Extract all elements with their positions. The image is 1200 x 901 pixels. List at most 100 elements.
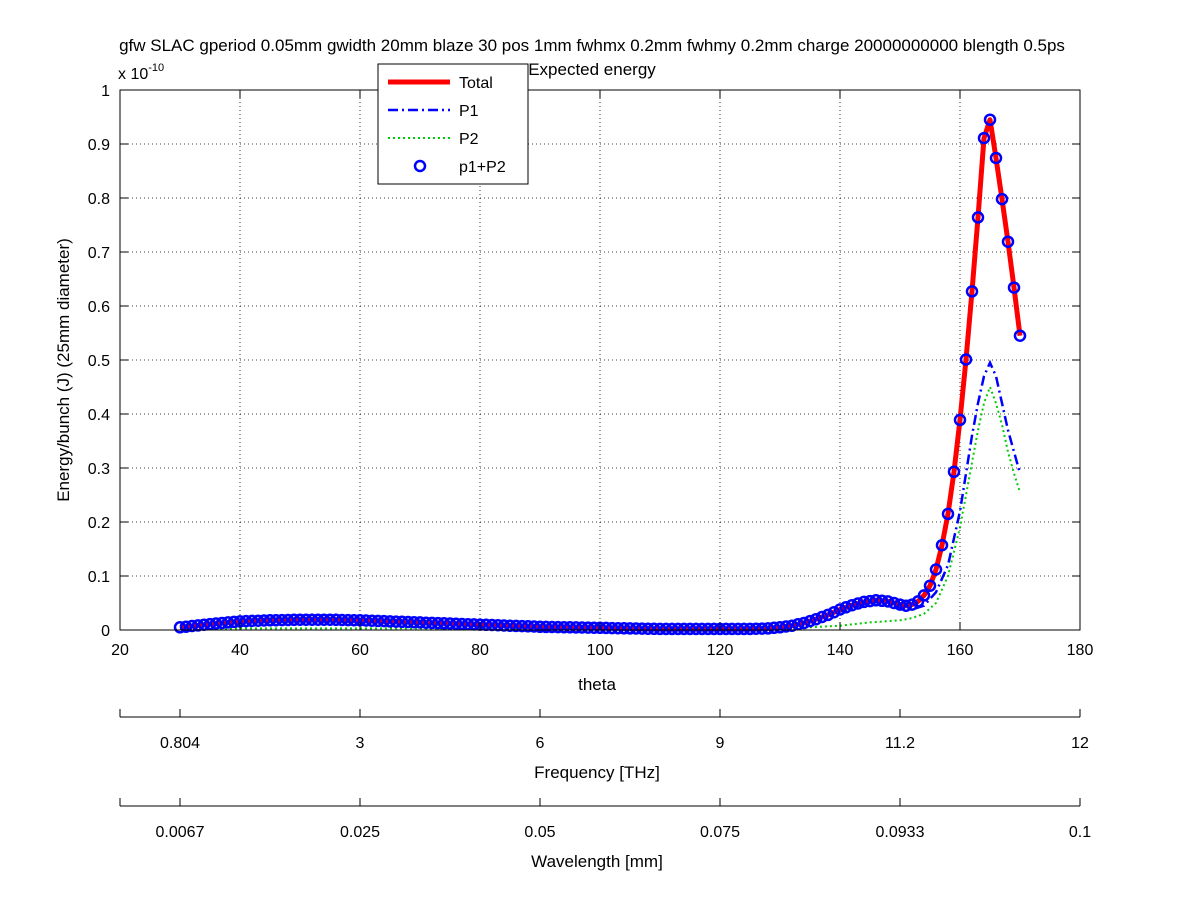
series-marker-p1p2 <box>683 622 697 636</box>
secondary-axis-tick-label: 0.0933 <box>876 824 925 841</box>
legend-label-p2: P2 <box>459 131 479 148</box>
series-marker-p1p2 <box>377 614 391 628</box>
series-marker-p1p2 <box>623 622 637 635</box>
series-marker-p1p2 <box>557 620 571 634</box>
chart-title-line2: Expected energy <box>528 60 656 79</box>
series-marker-p1p2 <box>809 612 823 626</box>
series-marker-p1p2 <box>773 621 787 634</box>
series-marker-p1p2 <box>467 618 481 631</box>
series-marker-p1p2 <box>611 621 625 635</box>
series-layer <box>173 113 1027 636</box>
series-marker-p1p2 <box>521 620 535 633</box>
series-marker-p1p2 <box>413 616 427 629</box>
series-marker-p1p2 <box>653 622 667 636</box>
legend: Total P1 P2 p1+P2 <box>377 63 529 185</box>
series-marker-p1p2 <box>731 622 745 636</box>
series-marker-p1p2 <box>539 620 553 634</box>
series-marker-p1p2 <box>179 620 193 633</box>
series-marker-p1p2 <box>281 613 295 627</box>
series-marker-p1p2 <box>869 594 883 607</box>
secondary-axis-tick-label: 0.025 <box>340 824 380 841</box>
legend-label-p1: P1 <box>459 103 479 120</box>
series-marker-p1p2 <box>635 622 649 635</box>
secondary-axis-tick-label: 0.1 <box>1069 824 1091 841</box>
x-tick-label: 120 <box>707 642 734 659</box>
series-marker-p1p2 <box>407 615 421 629</box>
y-tick-label: 0 <box>101 623 110 640</box>
secondary-axis-tick-label: 0.0067 <box>156 824 205 841</box>
series-marker-p1p2 <box>587 621 601 634</box>
series-marker-p1p2 <box>203 617 217 631</box>
series-marker-p1p2 <box>533 620 547 634</box>
series-marker-p1p2 <box>569 621 583 634</box>
series-marker-p1p2 <box>689 622 703 636</box>
series-marker-p1p2 <box>185 619 199 633</box>
series-marker-p1p2 <box>827 605 841 619</box>
series-marker-p1p2 <box>275 613 289 627</box>
secondary-axis-tick-label: 12 <box>1071 735 1089 752</box>
series-marker-p1p2 <box>791 618 805 631</box>
series-marker-p1p2 <box>779 620 793 633</box>
series-marker-p1p2 <box>455 617 469 631</box>
series-marker-p1p2 <box>365 614 379 627</box>
series-marker-p1p2 <box>395 615 409 629</box>
series-marker-p1p2 <box>707 622 721 636</box>
series-marker-p1p2 <box>983 113 997 126</box>
series-marker-p1p2 <box>815 610 829 624</box>
series-marker-p1p2 <box>401 615 415 629</box>
series-marker-p1p2 <box>215 616 229 630</box>
series-marker-p1p2 <box>389 615 403 628</box>
series-marker-p1p2 <box>575 621 589 634</box>
series-marker-p1p2 <box>305 613 319 626</box>
series-marker-p1p2 <box>293 613 307 626</box>
x-tick-label: 180 <box>1067 642 1094 659</box>
y-axis-label: Energy/bunch (J) (25mm diameter) <box>54 238 73 502</box>
series-marker-p1p2 <box>899 599 913 612</box>
series-marker-p1p2 <box>209 617 223 630</box>
secondary-axis-tick-label: 3 <box>356 735 365 752</box>
series-marker-p1p2 <box>1001 235 1015 248</box>
series-marker-p1p2 <box>803 614 817 628</box>
series-marker-p1p2 <box>563 621 577 634</box>
series-marker-p1p2 <box>785 619 799 632</box>
y-tick-label: 0.6 <box>88 299 110 316</box>
series-marker-p1p2 <box>443 617 457 630</box>
y-tick-label: 0.2 <box>88 515 110 532</box>
series-marker-p1p2 <box>671 622 685 636</box>
y-tick-label: 0.3 <box>88 461 110 478</box>
y-tick-label: 0.4 <box>88 407 110 424</box>
chart-title-line1: gfw SLAC gperiod 0.05mm gwidth 20mm blaz… <box>119 36 1065 55</box>
y-exponent-label: x 10-10 <box>118 62 164 83</box>
series-marker-p1p2 <box>821 608 835 622</box>
series-marker-p1p2 <box>797 616 811 630</box>
series-marker-p1p2 <box>917 589 931 602</box>
series-marker-p1p2 <box>935 538 949 552</box>
x-tick-label: 60 <box>351 642 369 659</box>
series-marker-p1p2 <box>923 579 937 592</box>
series-marker-p1p2 <box>695 622 709 636</box>
series-marker-p1p2 <box>221 616 235 629</box>
series-marker-p1p2 <box>947 465 961 479</box>
x-tick-label: 20 <box>111 642 129 659</box>
series-marker-p1p2 <box>515 619 529 633</box>
x-tick-label: 80 <box>471 642 489 659</box>
x-axis-label: theta <box>578 675 616 694</box>
series-marker-p1p2 <box>989 151 1003 165</box>
series-marker-p1p2 <box>173 621 187 634</box>
series-marker-p1p2 <box>977 131 991 145</box>
series-marker-p1p2 <box>263 614 277 627</box>
series-marker-p1p2 <box>881 595 895 608</box>
series-marker-p1p2 <box>449 617 463 630</box>
series-marker-p1p2 <box>431 616 445 630</box>
x-tick-label: 100 <box>587 642 614 659</box>
series-marker-p1p2 <box>929 563 943 576</box>
series-marker-p1p2 <box>749 622 763 635</box>
series-marker-p1p2 <box>617 622 631 635</box>
series-marker-p1p2 <box>725 622 739 636</box>
series-marker-p1p2 <box>527 620 541 633</box>
series-marker-p1p2 <box>875 594 889 608</box>
frequency-axis-label: Frequency [THz] <box>534 763 660 782</box>
series-marker-p1p2 <box>995 192 1009 206</box>
series-marker-p1p2 <box>509 619 523 633</box>
series-marker-p1p2 <box>719 622 733 636</box>
